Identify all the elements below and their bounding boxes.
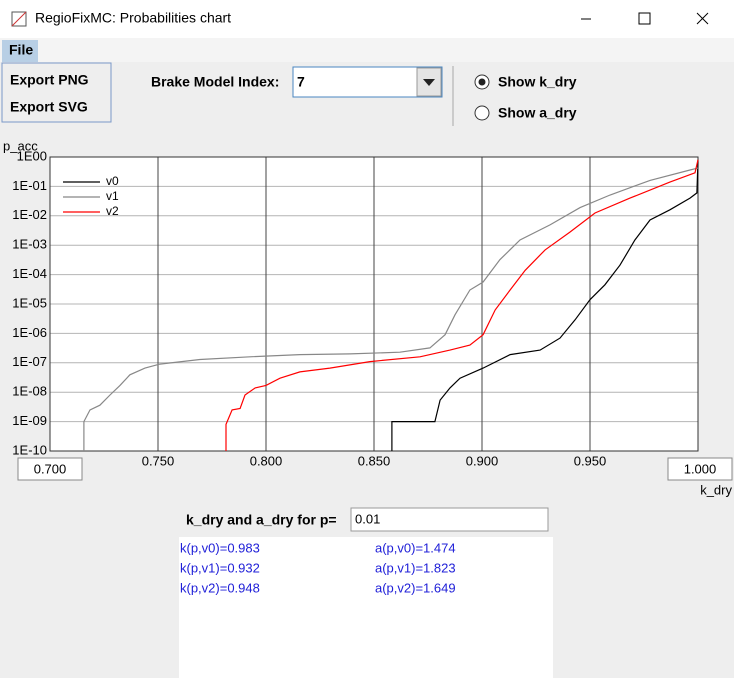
legend-label: v1	[106, 189, 119, 203]
close-button[interactable]	[696, 12, 709, 25]
series-line	[225, 159, 699, 451]
x-tick-label: 0.800	[250, 453, 283, 468]
series-line	[391, 159, 699, 451]
y-tick-label: 1E-05	[12, 295, 47, 310]
result-text: k(p,v2)=0.948	[180, 580, 260, 595]
range-field[interactable]	[667, 457, 733, 481]
radio-dot	[478, 78, 486, 86]
y-tick-label: 1E-01	[12, 178, 47, 193]
range-field[interactable]	[17, 457, 83, 481]
result-text: k(p,v0)=0.983	[180, 540, 260, 555]
results-box	[179, 537, 553, 678]
menu-highlight	[2, 40, 38, 62]
y-tick-label: 1E-04	[12, 266, 47, 281]
maximize-button[interactable]	[638, 12, 651, 25]
legend-label: v2	[106, 204, 119, 218]
result-text: a(p,v2)=1.649	[375, 580, 456, 595]
y-tick-label: 1E-03	[12, 237, 47, 252]
chart: 1E00 1E-01 1E-02 1E-03 1E-04 1E-05 1E-06 1E-07 1…	[3, 138, 733, 497]
menu-item[interactable]: Export SVG	[10, 99, 88, 115]
window-title: RegioFixMC: Probabilities chart	[35, 10, 231, 26]
x-tick-label: 0.950	[574, 453, 607, 468]
radio[interactable]	[474, 105, 490, 121]
x-tick-label: 0.750	[142, 453, 175, 468]
radio-label: Show a_dry	[498, 105, 577, 121]
y-tick-label: 1E-10	[12, 442, 47, 457]
dynamic-ui: Show k_dry Show a_dry k(p,v0)=0.983 k(p,v1)…	[180, 74, 577, 596]
p-value: 0.01	[355, 511, 380, 526]
combo-arrow	[423, 79, 435, 86]
y-tick-label: 1E-09	[12, 413, 47, 428]
series-line	[83, 167, 699, 451]
menu-file[interactable]: File	[9, 42, 33, 58]
result-text: a(p,v1)=1.823	[375, 560, 456, 575]
app-icon	[11, 11, 27, 27]
x-range-label: 0.700	[34, 461, 67, 476]
y-tick-label: 1E-06	[12, 325, 47, 340]
result-text: k(p,v1)=0.932	[180, 560, 260, 575]
y-tick-label: 1E-07	[12, 354, 47, 369]
y-tick-label: 1E-08	[12, 384, 47, 399]
result-text: a(p,v0)=1.474	[375, 540, 456, 555]
x-axis-label: k_dry	[700, 482, 732, 497]
y-tick-label: 1E-02	[12, 207, 47, 222]
p-field[interactable]	[350, 507, 549, 532]
title-bar	[0, 0, 734, 38]
y-axis-label: p_acc	[3, 138, 38, 153]
menu-item[interactable]: Export PNG	[10, 72, 89, 88]
y-tick-label: 1E00	[17, 148, 47, 163]
legend-label: v0	[106, 174, 119, 188]
x-tick-label: 0.900	[466, 453, 499, 468]
x-tick-label: 0.850	[358, 453, 391, 468]
radio-label: Show k_dry	[498, 74, 577, 90]
menu-popup	[1, 62, 112, 123]
menu-bar	[0, 38, 734, 62]
brake-value: 7	[297, 74, 305, 90]
brake-label: Brake Model Index:	[151, 74, 279, 90]
x-range-label: 1.000	[684, 461, 717, 476]
query-label: k_dry and a_dry for p=	[186, 512, 337, 528]
plot-border	[49, 156, 699, 452]
